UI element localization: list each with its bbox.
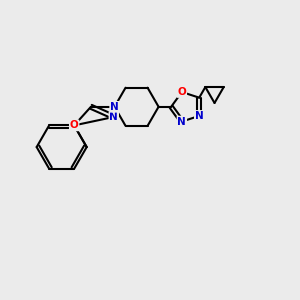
Text: N: N	[195, 111, 204, 121]
Text: N: N	[110, 112, 118, 122]
Text: N: N	[178, 116, 186, 127]
Text: O: O	[178, 87, 186, 97]
Text: O: O	[70, 120, 79, 130]
Text: N: N	[110, 102, 119, 112]
